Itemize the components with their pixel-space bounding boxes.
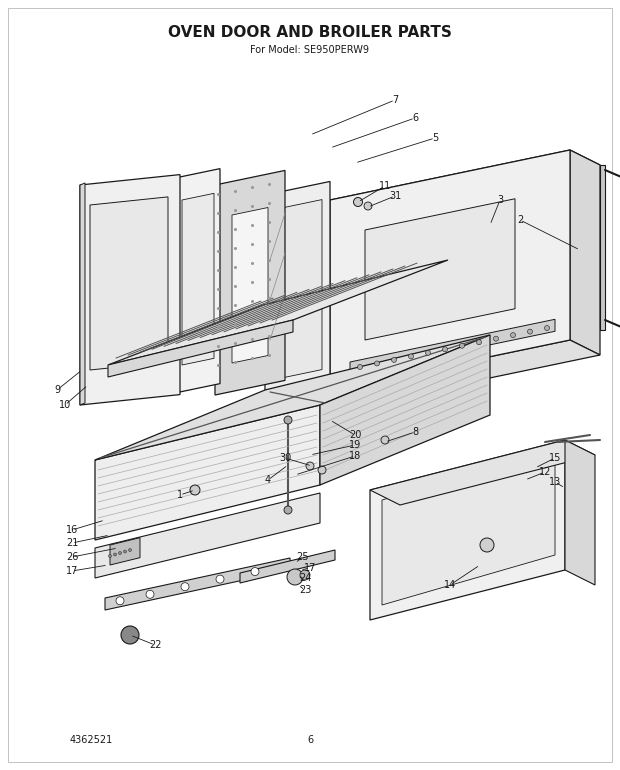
Text: OVEN DOOR AND BROILER PARTS: OVEN DOOR AND BROILER PARTS bbox=[168, 25, 452, 39]
Circle shape bbox=[510, 333, 515, 337]
Text: 13: 13 bbox=[549, 477, 561, 487]
Polygon shape bbox=[110, 537, 140, 565]
Circle shape bbox=[391, 357, 397, 363]
Circle shape bbox=[318, 466, 326, 474]
Polygon shape bbox=[350, 320, 555, 374]
Circle shape bbox=[113, 553, 117, 556]
Text: 24: 24 bbox=[299, 573, 311, 583]
Circle shape bbox=[480, 538, 494, 552]
Circle shape bbox=[118, 551, 122, 554]
Circle shape bbox=[374, 361, 379, 366]
Polygon shape bbox=[105, 558, 290, 610]
Circle shape bbox=[181, 583, 189, 591]
Circle shape bbox=[477, 340, 482, 345]
Text: 25: 25 bbox=[297, 552, 309, 562]
Text: 6: 6 bbox=[307, 735, 313, 745]
Text: 2: 2 bbox=[517, 215, 523, 225]
Circle shape bbox=[353, 197, 363, 206]
Circle shape bbox=[358, 364, 363, 370]
Text: 18: 18 bbox=[349, 451, 361, 461]
Polygon shape bbox=[370, 440, 595, 505]
Text: 22: 22 bbox=[149, 640, 161, 650]
Circle shape bbox=[251, 567, 259, 575]
Text: 10: 10 bbox=[59, 400, 71, 410]
Polygon shape bbox=[108, 260, 448, 365]
Circle shape bbox=[381, 436, 389, 444]
Circle shape bbox=[190, 485, 200, 495]
Text: 21: 21 bbox=[66, 538, 78, 548]
Text: 4362521: 4362521 bbox=[70, 735, 113, 745]
Polygon shape bbox=[80, 175, 180, 405]
Circle shape bbox=[544, 326, 549, 330]
Polygon shape bbox=[108, 320, 293, 377]
Text: 8: 8 bbox=[412, 427, 418, 437]
Text: 4: 4 bbox=[265, 475, 271, 485]
Circle shape bbox=[443, 346, 448, 352]
Circle shape bbox=[459, 343, 464, 348]
Text: 20: 20 bbox=[349, 430, 361, 440]
Text: 7: 7 bbox=[392, 95, 398, 105]
Text: 14: 14 bbox=[444, 580, 456, 590]
Polygon shape bbox=[80, 183, 85, 405]
Text: 23: 23 bbox=[299, 585, 311, 595]
Polygon shape bbox=[95, 405, 320, 540]
Polygon shape bbox=[330, 150, 600, 215]
Text: 26: 26 bbox=[66, 552, 78, 562]
Text: 12: 12 bbox=[539, 467, 551, 477]
Polygon shape bbox=[240, 550, 335, 583]
Text: eReplacementParts.com: eReplacementParts.com bbox=[242, 410, 378, 420]
Polygon shape bbox=[330, 340, 600, 405]
Text: 3: 3 bbox=[497, 195, 503, 205]
Polygon shape bbox=[175, 169, 220, 393]
Text: 16: 16 bbox=[66, 525, 78, 535]
Text: 30: 30 bbox=[279, 453, 291, 463]
Polygon shape bbox=[272, 199, 322, 380]
Text: 11: 11 bbox=[379, 181, 391, 191]
Polygon shape bbox=[182, 193, 214, 365]
Circle shape bbox=[364, 202, 372, 210]
Circle shape bbox=[284, 416, 292, 424]
Circle shape bbox=[216, 575, 224, 583]
Polygon shape bbox=[95, 335, 490, 460]
Text: 17: 17 bbox=[304, 563, 316, 573]
Polygon shape bbox=[215, 170, 285, 395]
Circle shape bbox=[528, 329, 533, 334]
Circle shape bbox=[425, 350, 430, 355]
Circle shape bbox=[409, 354, 414, 359]
Text: 17: 17 bbox=[66, 566, 78, 576]
Polygon shape bbox=[330, 150, 570, 390]
Text: 19: 19 bbox=[349, 440, 361, 450]
Text: 15: 15 bbox=[549, 453, 561, 463]
Circle shape bbox=[300, 570, 310, 580]
Circle shape bbox=[123, 550, 126, 553]
Polygon shape bbox=[370, 440, 565, 620]
Circle shape bbox=[306, 462, 314, 470]
Polygon shape bbox=[565, 440, 595, 585]
Polygon shape bbox=[570, 150, 600, 355]
Text: For Model: SE950PERW9: For Model: SE950PERW9 bbox=[250, 45, 370, 55]
Circle shape bbox=[116, 597, 124, 604]
Circle shape bbox=[287, 569, 303, 585]
Text: 6: 6 bbox=[412, 113, 418, 123]
Polygon shape bbox=[232, 207, 268, 363]
Polygon shape bbox=[95, 493, 320, 578]
Circle shape bbox=[121, 626, 139, 644]
Polygon shape bbox=[600, 165, 605, 330]
Circle shape bbox=[146, 591, 154, 598]
Text: 1: 1 bbox=[177, 490, 183, 500]
Polygon shape bbox=[330, 200, 360, 405]
Polygon shape bbox=[265, 182, 330, 395]
Text: 31: 31 bbox=[389, 191, 401, 201]
Polygon shape bbox=[320, 335, 490, 485]
Circle shape bbox=[284, 506, 292, 514]
Text: 5: 5 bbox=[432, 133, 438, 143]
Polygon shape bbox=[365, 199, 515, 340]
Circle shape bbox=[128, 548, 131, 551]
Circle shape bbox=[108, 554, 112, 557]
Text: 9: 9 bbox=[54, 385, 60, 395]
Polygon shape bbox=[382, 450, 555, 605]
Circle shape bbox=[494, 336, 498, 341]
Polygon shape bbox=[90, 197, 168, 370]
